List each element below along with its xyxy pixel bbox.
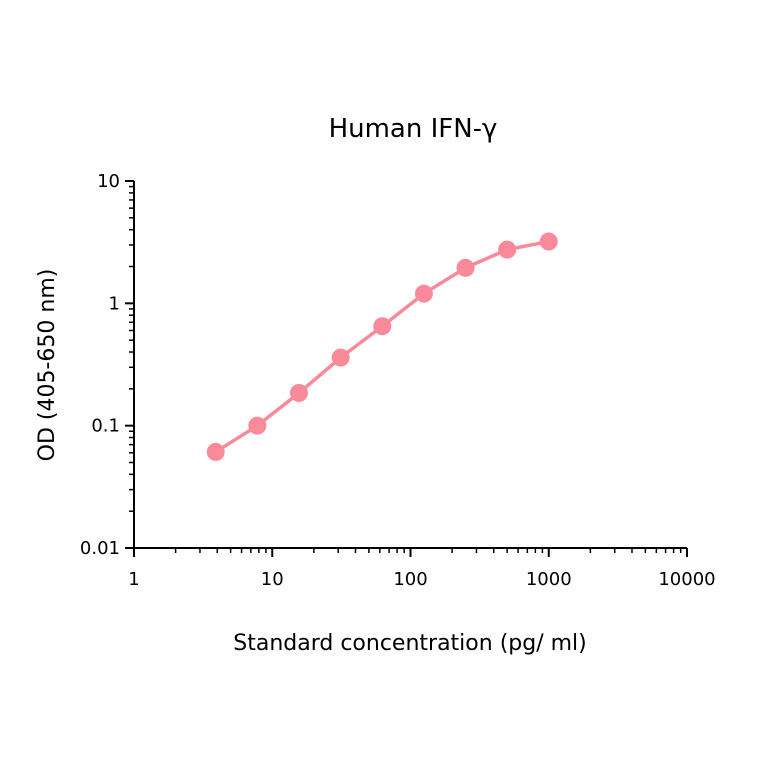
data-point [289,383,308,402]
series-line [214,239,550,454]
y-axis-label: OD (405-650 nm) [35,269,60,462]
x-tick-label: 1 [128,569,139,590]
data-point [414,284,433,303]
data-point [373,317,392,336]
y-tick-label: 0.01 [80,538,120,559]
data-point [331,348,350,367]
y-tick-label: 0.1 [91,416,120,437]
data-point [539,232,558,251]
data-point [456,258,475,277]
x-tick-label: 10 [261,569,284,590]
chart-title: Human IFN-γ [329,114,498,144]
x-tick-label: 100 [393,569,427,590]
x-axis-label: Standard concentration (pg/ ml) [233,631,586,656]
x-tick-label: 10000 [658,569,715,590]
x-tick-label: 1000 [526,569,572,590]
y-tick-label: 1 [109,293,120,314]
y-tick-label: 10 [97,171,120,192]
data-point [248,416,267,435]
data-point [498,240,517,259]
data-point [206,442,225,461]
